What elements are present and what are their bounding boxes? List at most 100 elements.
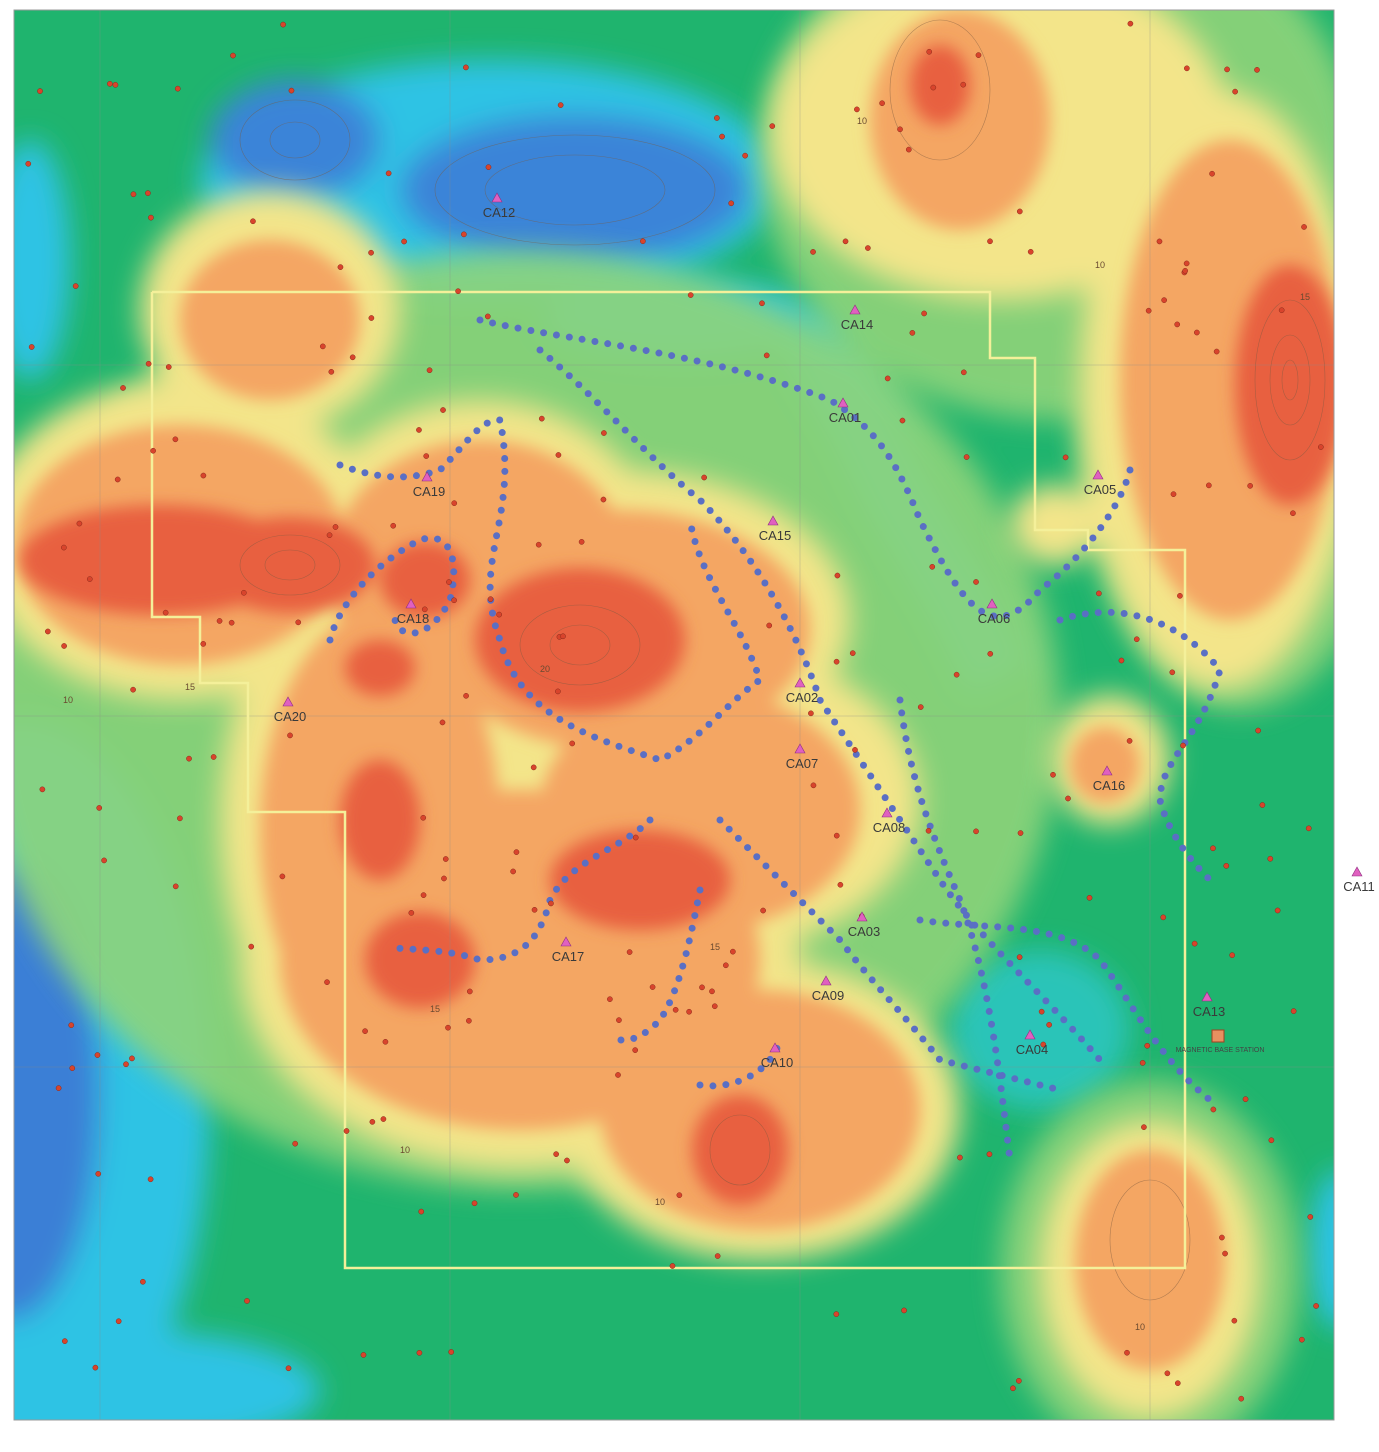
sample-dot [487, 596, 494, 603]
sample-dot [148, 214, 154, 221]
sample-dot [421, 606, 428, 613]
sample-dot [973, 828, 979, 835]
sample-dot [451, 597, 457, 604]
station-label: CA13 [1193, 1004, 1226, 1019]
sample-dot [145, 190, 151, 196]
sample-dot [328, 368, 335, 375]
station-marker [794, 677, 806, 688]
sample-dot [769, 123, 776, 129]
sample-dot [1160, 914, 1167, 921]
sample-dot [810, 782, 817, 789]
sample-dot [987, 238, 993, 245]
sample-dot [230, 52, 236, 59]
sample-dot [973, 579, 979, 585]
base-station-label: MAGNETIC BASE STATION [1176, 1047, 1265, 1054]
sample-dot [1050, 771, 1056, 778]
sample-dot [285, 1365, 292, 1372]
sample-dot [120, 385, 126, 391]
sample-dot [1062, 454, 1069, 461]
sample-dot [1040, 1041, 1047, 1048]
sample-dot [68, 1022, 75, 1029]
sample-dot [1259, 802, 1266, 808]
station-label: CA11 [1343, 879, 1375, 894]
sample-dot [901, 1307, 907, 1314]
sample-dot [210, 754, 217, 760]
sample-dot [61, 1338, 68, 1344]
station-marker [491, 192, 503, 203]
contour-label: 15 [1300, 292, 1310, 302]
station-marker [820, 975, 832, 986]
stations: CA12 CA14 CA01 CA19 CA05 CA15 CA18 CA06 CA20 CA02… [274, 192, 1375, 1070]
sample-dot [601, 430, 607, 436]
sample-dot [332, 524, 339, 530]
sample-dot [1141, 1124, 1147, 1130]
sample-dot [101, 857, 107, 864]
sample-dot [569, 740, 576, 747]
sample-dot [701, 474, 707, 481]
sample-dot [687, 292, 694, 298]
station-marker [767, 515, 779, 526]
sample-dot [1124, 1349, 1130, 1356]
sample-dot [865, 245, 871, 251]
contour-label: 15 [710, 942, 720, 952]
station-label: CA19 [413, 484, 446, 499]
sample-dot [174, 85, 181, 92]
sample-dot [986, 1151, 993, 1158]
sample-dot [560, 633, 566, 640]
sample-dot [531, 906, 538, 913]
sample-dot [94, 1052, 101, 1058]
sample-dot [439, 719, 446, 726]
sample-dot [987, 650, 994, 657]
contour-label: 15 [185, 682, 195, 692]
sample-dot [963, 454, 970, 460]
sample-dot [607, 996, 613, 1003]
sample-dot [714, 1253, 721, 1259]
sample-dot [763, 352, 770, 359]
sample-dot [95, 1170, 102, 1177]
sample-dot [921, 310, 927, 317]
sample-dot [1182, 267, 1189, 274]
survey-boundary [150, 290, 1187, 1270]
sample-dot [1274, 907, 1281, 914]
sample-dot [1180, 742, 1186, 749]
sample-dot [1174, 1380, 1181, 1387]
sample-dot [1133, 636, 1140, 643]
sample-dot [616, 1017, 622, 1023]
sample-dot [510, 868, 516, 875]
sample-dot [420, 814, 427, 821]
sample-dot [96, 805, 103, 811]
sample-dot [279, 873, 286, 880]
sample-dot [451, 500, 458, 507]
map-frame [13, 9, 1335, 1421]
station-marker [405, 598, 417, 609]
station-label: CA06 [978, 611, 1011, 626]
sample-dot [548, 900, 554, 907]
sample-dot [69, 1065, 76, 1072]
sample-dot [960, 369, 967, 376]
sample-dot [1016, 1377, 1022, 1384]
sample-dot [76, 520, 83, 527]
station-marker [986, 598, 998, 609]
station-label: CA01 [829, 410, 862, 425]
sample-dot [899, 417, 906, 424]
sample-dot [810, 249, 816, 255]
sample-dot [1174, 321, 1181, 328]
sample-dot [1210, 845, 1216, 852]
sample-dot [975, 52, 982, 58]
sample-dot [408, 910, 415, 916]
sample-dot [1229, 952, 1236, 959]
sample-dot [1301, 224, 1307, 230]
sample-dot [1255, 727, 1261, 734]
sample-dot [1242, 1096, 1249, 1103]
station-marker [1351, 866, 1363, 877]
sample-dot [442, 856, 449, 862]
sample-dot [834, 572, 841, 579]
sample-dot [326, 532, 333, 539]
station-label: CA07 [786, 756, 819, 771]
sample-dot [1065, 795, 1071, 802]
sample-dot [1145, 307, 1152, 314]
sample-dot [445, 1024, 451, 1031]
sample-dot [535, 541, 542, 548]
sample-dot [699, 984, 705, 991]
sample-dot [1170, 491, 1177, 498]
